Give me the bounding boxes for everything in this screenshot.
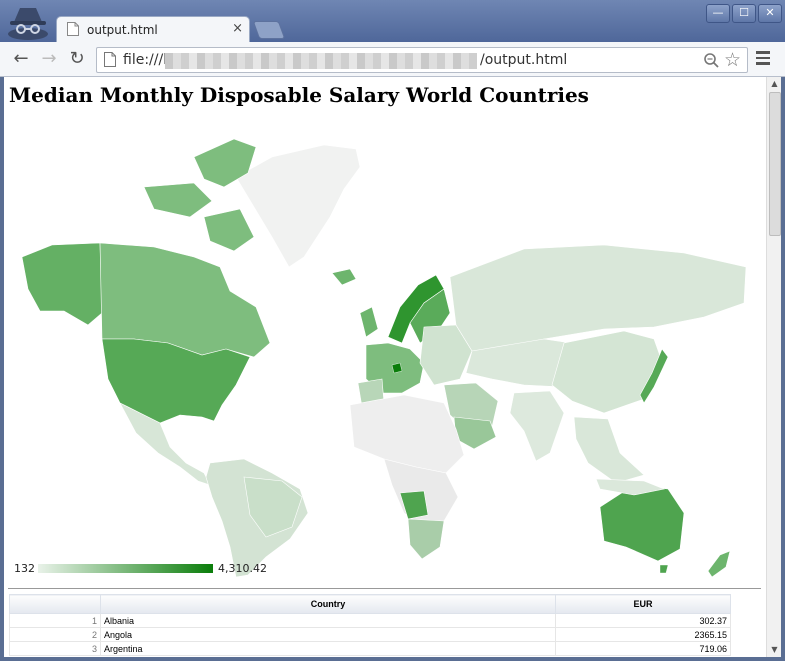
page-icon [67,22,79,36]
angola-shape [399,490,429,520]
maximize-button[interactable]: ☐ [732,4,756,23]
window-border [0,657,785,661]
table-row[interactable]: 2 Angola 2365.15 [9,627,731,642]
menu-icon[interactable] [756,51,770,65]
close-window-button[interactable]: ✕ [758,4,782,23]
row-index: 1 [9,613,101,628]
url-suffix: /output.html [480,52,568,68]
row-eur: 302.37 [555,613,731,628]
url-prefix: file:///h [123,52,173,68]
row-eur: 2365.15 [555,627,731,642]
forward-arrow-icon[interactable]: → [41,48,57,69]
row-country: Albania [100,613,556,628]
uk-shape [359,306,379,338]
row-eur: 719.06 [555,641,731,656]
window-titlebar: output.html × — ☐ ✕ [0,0,785,43]
row-country: Argentina [100,641,556,656]
alaska-shape [21,242,103,326]
url-redacted [165,53,477,69]
table-header-country[interactable]: Country [100,594,556,614]
bookmark-star-icon[interactable]: ☆ [724,49,742,71]
legend-max-label: 4,310.42 [218,562,267,575]
section-divider [8,588,761,589]
table-header-row: Country EUR [9,594,731,614]
legend-min-label: 132 [14,562,35,575]
canada-islands-shape [193,138,257,188]
page-title: Median Monthly Disposable Salary World C… [9,83,589,107]
window-border [0,77,4,661]
new-zealand-shape [707,550,731,577]
greenland-shape [235,144,361,268]
search-icon[interactable] [703,52,719,68]
incognito-icon [8,8,48,40]
file-icon [104,52,116,67]
browser-toolbar: ← → ↻ file:///h /output.html ☆ [0,42,785,77]
salary-table: Country EUR 1 Albania 302.37 2 Angola 23… [9,594,731,656]
reload-icon[interactable]: ↻ [69,48,85,69]
new-tab-button[interactable] [252,21,286,39]
minimize-button[interactable]: — [706,4,730,23]
table-row[interactable]: 1 Albania 302.37 [9,613,731,628]
page-viewport: Median Monthly Disposable Salary World C… [4,77,766,657]
china-shape [551,330,665,414]
japan-shape [639,348,669,404]
australia-shape [599,484,685,562]
table-header-eur[interactable]: EUR [555,594,731,614]
africa-north-shape [349,394,465,474]
world-map [21,138,747,577]
scroll-down-arrow-icon[interactable]: ▼ [771,645,778,654]
row-index: 2 [9,627,101,642]
window-border [781,77,785,661]
table-row[interactable]: 3 Argentina 719.06 [9,641,731,656]
row-index: 3 [9,641,101,656]
sweden-finland-shape [409,288,451,344]
south-africa-shape [407,518,445,560]
table-header-index[interactable] [9,594,101,614]
back-arrow-icon[interactable]: ← [13,48,29,69]
address-bar[interactable]: file:///h /output.html ☆ [96,47,748,73]
iceland-shape [331,268,357,286]
switzerland-shape [391,362,403,374]
india-shape [509,390,565,462]
canada-islands-shape-3 [203,208,255,252]
russia-shape [449,244,747,352]
se-asia-shape [573,416,645,484]
legend-color-scale [38,564,213,573]
browser-tab[interactable]: output.html × [56,16,250,43]
tab-close-icon[interactable]: × [232,21,243,36]
tasmania-shape [659,564,669,574]
scroll-up-arrow-icon[interactable]: ▲ [771,79,778,88]
row-country: Angola [100,627,556,642]
indonesia-shape [595,478,666,496]
south-america-east-shape [243,476,303,538]
canada-islands-shape-2 [143,182,213,218]
tab-title: output.html [87,23,158,37]
vertical-scrollbar[interactable]: ▲ ▼ [766,77,782,657]
scroll-thumb[interactable] [769,92,781,236]
